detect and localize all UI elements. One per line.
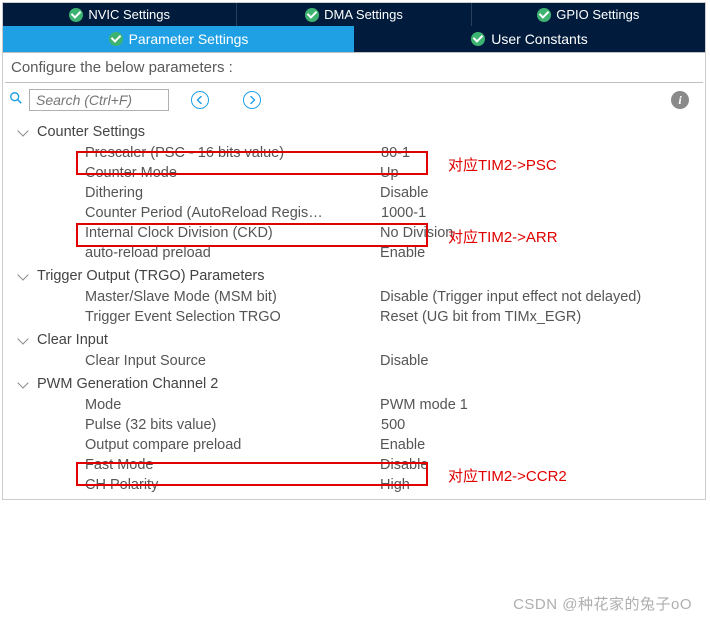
chevron-down-icon xyxy=(17,269,28,280)
search-input[interactable] xyxy=(29,89,169,111)
row-msm-bit[interactable]: Master/Slave Mode (MSM bit) Disable (Tri… xyxy=(9,287,699,307)
row-ch-polarity[interactable]: CH Polarity High xyxy=(9,475,699,495)
param-label: Trigger Event Selection TRGO xyxy=(85,309,380,325)
tab-gpio-settings[interactable]: GPIO Settings xyxy=(472,3,705,26)
tab-dma-settings[interactable]: DMA Settings xyxy=(237,3,471,26)
row-output-compare-preload[interactable]: Output compare preload Enable xyxy=(9,435,699,455)
param-label: Counter Period (AutoReload Regis… xyxy=(85,205,381,221)
group-counter-settings: Counter Settings Prescaler (PSC - 16 bit… xyxy=(9,121,699,263)
param-value: Disable (Trigger input effect not delaye… xyxy=(380,289,699,305)
chevron-down-icon xyxy=(17,125,28,136)
param-label: Fast Mode xyxy=(85,457,380,473)
chevron-down-icon xyxy=(17,333,28,344)
row-pwm-mode[interactable]: Mode PWM mode 1 xyxy=(9,395,699,415)
param-label: Prescaler (PSC - 16 bits value) xyxy=(85,145,381,161)
group-trgo-parameters: Trigger Output (TRGO) Parameters Master/… xyxy=(9,265,699,327)
top-tab-bar: NVIC Settings DMA Settings GPIO Settings xyxy=(3,3,705,26)
param-label: CH Polarity xyxy=(85,477,380,493)
group-clear-input: Clear Input Clear Input Source Disable xyxy=(9,329,699,371)
row-counter-period[interactable]: Counter Period (AutoReload Regis… 1000-1 xyxy=(9,203,699,223)
param-label: Mode xyxy=(85,397,380,413)
check-icon xyxy=(109,32,123,46)
nav-next-button[interactable] xyxy=(243,91,261,109)
row-prescaler[interactable]: Prescaler (PSC - 16 bits value) 80-1 xyxy=(9,143,699,163)
param-value: Enable xyxy=(380,437,699,453)
row-fast-mode[interactable]: Fast Mode Disable xyxy=(9,455,699,475)
tab-label: User Constants xyxy=(491,31,587,47)
check-icon xyxy=(305,8,319,22)
check-icon xyxy=(69,8,83,22)
tab-label: Parameter Settings xyxy=(129,31,249,47)
group-header[interactable]: PWM Generation Channel 2 xyxy=(9,373,699,395)
row-pulse[interactable]: Pulse (32 bits value) 500 xyxy=(9,415,699,435)
row-trigger-event[interactable]: Trigger Event Selection TRGO Reset (UG b… xyxy=(9,307,699,327)
tab-label: GPIO Settings xyxy=(556,7,639,22)
search-row: i xyxy=(3,83,705,117)
group-title: PWM Generation Channel 2 xyxy=(37,376,218,392)
check-icon xyxy=(471,32,485,46)
tab-label: DMA Settings xyxy=(324,7,403,22)
param-label: Output compare preload xyxy=(85,437,380,453)
row-counter-mode[interactable]: Counter Mode Up xyxy=(9,163,699,183)
annotation-text-ccr2: 对应TIM2->CCR2 xyxy=(448,465,567,486)
tab-label: NVIC Settings xyxy=(88,7,170,22)
group-header[interactable]: Clear Input xyxy=(9,329,699,351)
info-icon[interactable]: i xyxy=(671,91,689,109)
watermark: CSDN @种花家的兔子oO xyxy=(513,593,692,614)
group-title: Clear Input xyxy=(37,332,108,348)
group-title: Trigger Output (TRGO) Parameters xyxy=(37,268,265,284)
group-title: Counter Settings xyxy=(37,124,145,140)
param-value: Reset (UG bit from TIMx_EGR) xyxy=(380,309,699,325)
row-clear-input-source[interactable]: Clear Input Source Disable xyxy=(9,351,699,371)
annotation-text-arr: 对应TIM2->ARR xyxy=(448,226,558,247)
param-label: Internal Clock Division (CKD) xyxy=(85,225,380,241)
param-label: Pulse (32 bits value) xyxy=(85,417,381,433)
param-label: auto-reload preload xyxy=(85,245,380,261)
chevron-down-icon xyxy=(17,377,28,388)
param-value: Disable xyxy=(380,353,699,369)
param-value: Enable xyxy=(380,245,699,261)
search-icon xyxy=(9,91,23,109)
group-header[interactable]: Counter Settings xyxy=(9,121,699,143)
group-pwm-channel-2: PWM Generation Channel 2 Mode PWM mode 1… xyxy=(9,373,699,495)
param-value: 80-1 xyxy=(381,145,441,161)
tab-nvic-settings[interactable]: NVIC Settings xyxy=(3,3,237,26)
row-ckd[interactable]: Internal Clock Division (CKD) No Divisio… xyxy=(9,223,699,243)
annotation-text-psc: 对应TIM2->PSC xyxy=(448,154,557,175)
param-label: Counter Mode xyxy=(85,165,380,181)
tab-user-constants[interactable]: User Constants xyxy=(354,26,705,52)
check-icon xyxy=(537,8,551,22)
nav-prev-button[interactable] xyxy=(191,91,209,109)
param-value: 500 xyxy=(381,417,441,433)
tab-parameter-settings[interactable]: Parameter Settings xyxy=(3,26,354,52)
config-header: Configure the below parameters : xyxy=(3,52,705,82)
row-dithering[interactable]: Dithering Disable xyxy=(9,183,699,203)
parameter-tree: Counter Settings Prescaler (PSC - 16 bit… xyxy=(3,117,705,499)
param-label: Clear Input Source xyxy=(85,353,380,369)
param-label: Dithering xyxy=(85,185,380,201)
param-value: 1000-1 xyxy=(381,205,441,221)
group-header[interactable]: Trigger Output (TRGO) Parameters xyxy=(9,265,699,287)
param-value: PWM mode 1 xyxy=(380,397,699,413)
row-auto-reload-preload[interactable]: auto-reload preload Enable xyxy=(9,243,699,263)
param-label: Master/Slave Mode (MSM bit) xyxy=(85,289,380,305)
param-value: Disable xyxy=(380,185,699,201)
second-tab-bar: Parameter Settings User Constants xyxy=(3,26,705,52)
